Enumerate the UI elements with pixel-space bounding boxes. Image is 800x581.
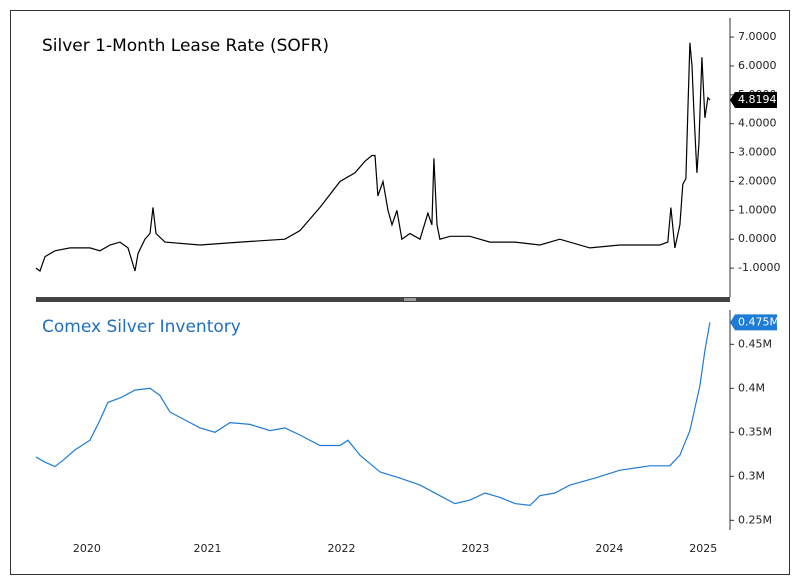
- y-tick-label: 7.0000: [738, 30, 777, 43]
- last-value-tag: [730, 314, 777, 331]
- y-tick-label: 0.4M: [738, 381, 765, 394]
- y-tick-label: 0.0000: [738, 232, 777, 245]
- y-tick-label: 0.35M: [738, 425, 772, 438]
- x-tick-label: 2025: [689, 542, 717, 555]
- y-tick-label: 0.25M: [738, 513, 772, 526]
- last-value-label: 4.8194: [738, 93, 777, 106]
- panel-title: Comex Silver Inventory: [42, 317, 241, 337]
- y-tick-label: 2.0000: [738, 174, 777, 187]
- x-tick-label: 2022: [327, 542, 355, 555]
- y-tick-label: -1.0000: [738, 261, 780, 274]
- x-tick-label: 2024: [595, 542, 623, 555]
- y-tick-label: 1.0000: [738, 203, 777, 216]
- y-tick-label: 6.0000: [738, 59, 777, 72]
- y-tick-label: 0.45M: [738, 337, 772, 350]
- last-value-tag: [730, 92, 777, 109]
- x-tick-label: 2023: [461, 542, 489, 555]
- divider-handle: [404, 298, 416, 301]
- panel-title: Silver 1-Month Lease Rate (SOFR): [42, 36, 329, 56]
- panel-divider: [36, 297, 730, 302]
- y-tick-label: 3.0000: [738, 146, 777, 159]
- series-line: [35, 42, 711, 272]
- y-tick-label: 4.0000: [738, 117, 777, 130]
- last-value-label: 0.475M: [738, 315, 779, 328]
- x-tick-label: 2020: [73, 542, 101, 555]
- x-tick-label: 2021: [193, 542, 221, 555]
- frame: [10, 10, 790, 575]
- series-line: [35, 322, 711, 507]
- y-tick-label: 0.3M: [738, 469, 765, 482]
